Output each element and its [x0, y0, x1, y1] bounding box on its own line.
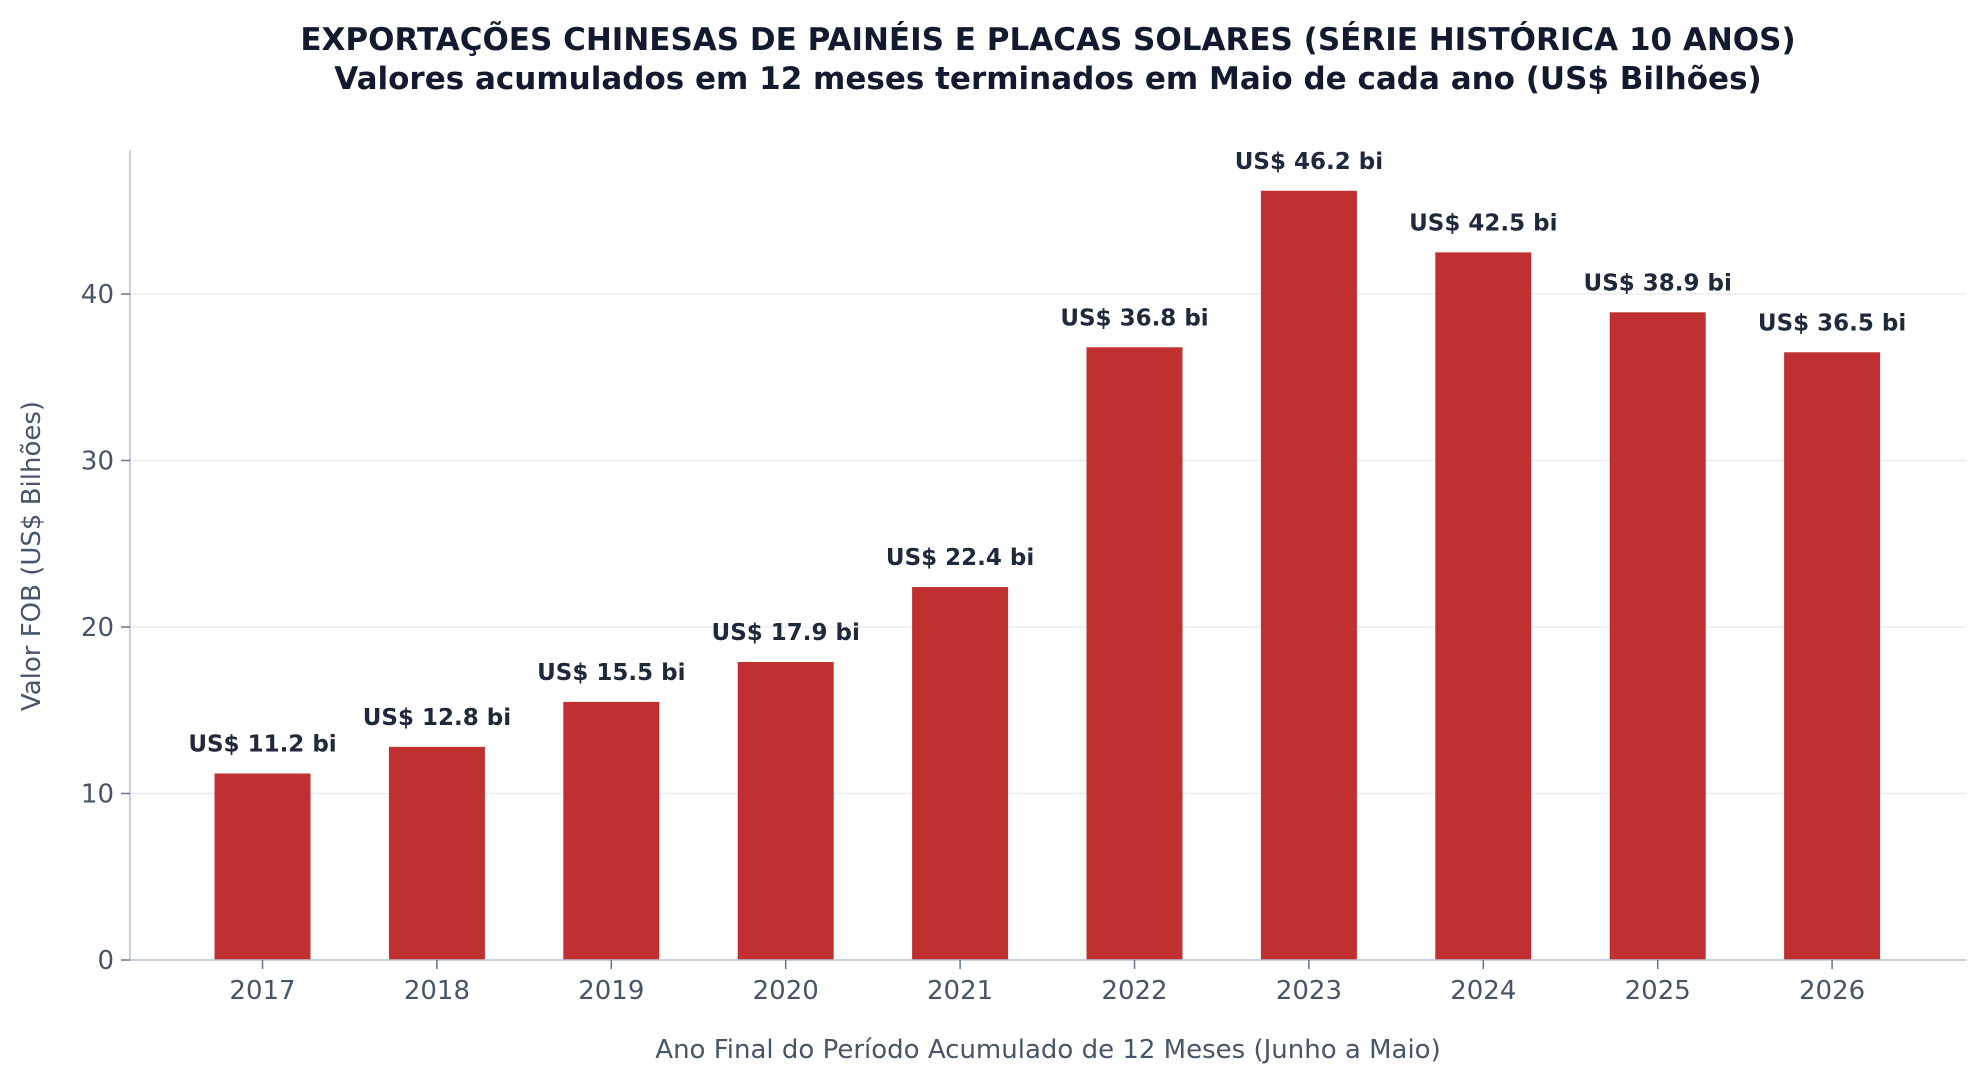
y-tick-label: 40: [81, 280, 114, 310]
chart-subtitle: Valores acumulados em 12 meses terminado…: [334, 61, 1761, 97]
x-tick-label: 2022: [1101, 976, 1167, 1006]
bar: [388, 746, 485, 960]
bar-value-label: US$ 38.9 bi: [1584, 270, 1732, 296]
x-tick-label: 2025: [1625, 976, 1691, 1006]
x-tick-label: 2021: [927, 976, 993, 1006]
bar: [1435, 252, 1532, 960]
bar-value-label: US$ 15.5 bi: [537, 660, 685, 686]
y-axis-ticks: 0 10 20 30 40: [81, 280, 130, 976]
y-axis-label: Valor FOB (US$ Bilhões): [17, 401, 47, 711]
bar: [214, 773, 311, 960]
bar-value-label: US$ 46.2 bi: [1235, 149, 1383, 175]
x-tick-label: 2023: [1276, 976, 1342, 1006]
bar: [912, 587, 1009, 960]
x-tick-label: 2020: [753, 976, 819, 1006]
y-tick-label: 30: [81, 447, 114, 477]
y-tick-label: 20: [81, 613, 114, 643]
y-tick-label: 10: [81, 780, 114, 810]
bar-value-label: US$ 22.4 bi: [886, 545, 1034, 571]
chart-title: EXPORTAÇÕES CHINESAS DE PAINÉIS E PLACAS…: [300, 21, 1795, 58]
bar: [1609, 312, 1706, 960]
data-labels: US$ 11.2 bi US$ 12.8 bi US$ 15.5 bi US$ 17.…: [188, 149, 1906, 758]
x-tick-label: 2026: [1799, 976, 1865, 1006]
bar: [1086, 347, 1183, 960]
x-tick-label: 2017: [229, 976, 295, 1006]
bar-value-label: US$ 12.8 bi: [363, 705, 511, 731]
bar-value-label: US$ 42.5 bi: [1409, 210, 1557, 236]
bar-value-label: US$ 36.5 bi: [1758, 310, 1906, 336]
x-axis-label: Ano Final do Período Acumulado de 12 Mes…: [655, 1035, 1440, 1065]
bar-value-label: US$ 11.2 bi: [188, 732, 336, 758]
bar-value-label: US$ 36.8 bi: [1060, 305, 1208, 331]
x-tick-label: 2019: [578, 976, 644, 1006]
bars: [214, 190, 1881, 960]
bar: [1784, 352, 1881, 960]
bar: [1260, 190, 1357, 960]
x-tick-label: 2018: [404, 976, 470, 1006]
y-tick-label: 0: [97, 946, 114, 976]
bar: [563, 701, 660, 960]
bar-value-label: US$ 17.9 bi: [712, 620, 860, 646]
bar: [737, 661, 834, 960]
x-axis-ticks: 2017 2018 2019 2020 2021 2022 2023 2024 2025 2026: [229, 960, 1865, 1006]
x-tick-label: 2024: [1450, 976, 1516, 1006]
